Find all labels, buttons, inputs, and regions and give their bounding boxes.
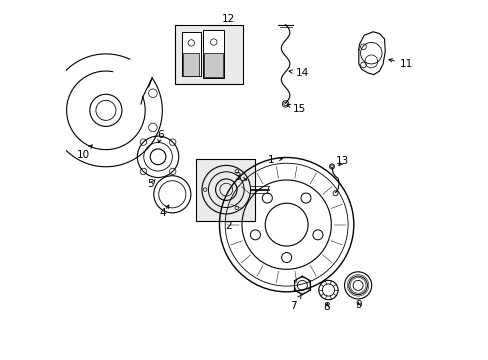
FancyBboxPatch shape — [175, 24, 242, 84]
Bar — [203, 30, 224, 78]
Text: 9: 9 — [355, 300, 362, 310]
Text: 7: 7 — [290, 295, 301, 311]
Text: 2: 2 — [224, 221, 231, 231]
Text: 11: 11 — [388, 59, 412, 69]
Bar — [183, 53, 199, 76]
Bar — [204, 53, 223, 77]
FancyBboxPatch shape — [196, 158, 255, 221]
Text: 15: 15 — [286, 104, 305, 113]
Text: 14: 14 — [288, 68, 308, 78]
Text: 6: 6 — [157, 130, 163, 140]
Text: 8: 8 — [323, 302, 329, 312]
Text: 3: 3 — [234, 172, 246, 182]
Text: 1: 1 — [267, 156, 282, 165]
Text: 5: 5 — [147, 179, 154, 189]
Text: 12: 12 — [222, 14, 235, 23]
Bar — [182, 32, 200, 76]
Text: 13: 13 — [335, 157, 348, 166]
Text: 10: 10 — [76, 145, 92, 160]
Text: 4: 4 — [159, 208, 165, 218]
